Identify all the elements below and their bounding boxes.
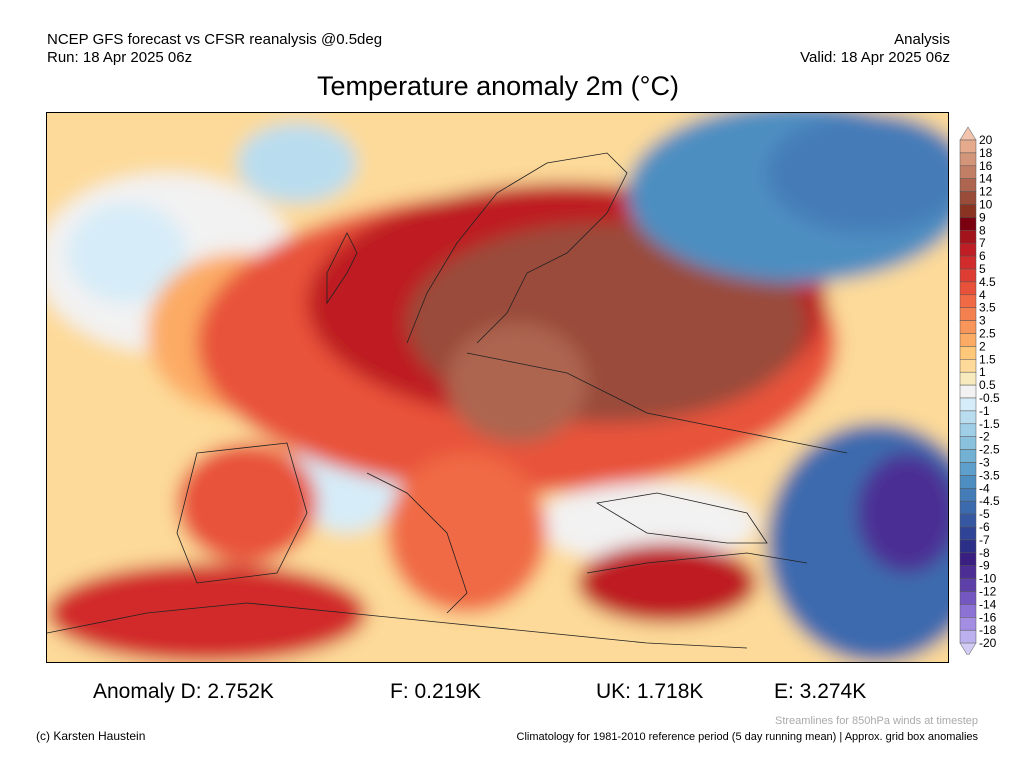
colorbar-tick-label: -4 xyxy=(979,481,990,495)
colorbar-tick-label: 6 xyxy=(979,249,986,263)
colorbar-tick-label: 8 xyxy=(979,223,986,237)
anomaly-field xyxy=(47,113,948,662)
colorbar-bin xyxy=(959,268,977,283)
colorbar-tick-label: -4.5 xyxy=(979,494,1000,508)
coastlines xyxy=(47,152,848,649)
colorbar-bin xyxy=(959,359,977,373)
colorbar-bin xyxy=(959,565,977,579)
colorbar-bin xyxy=(959,604,977,618)
colorbar: 201816141210987654.543.532.521.510.5-0.5… xyxy=(959,126,1000,655)
colorbar-tick-label: -12 xyxy=(979,585,997,599)
colorbar-tick-label: 12 xyxy=(979,185,993,199)
colorbar-bin xyxy=(959,281,977,296)
run-time: Run: 18 Apr 2025 06z xyxy=(47,49,193,66)
colorbar-tick-label: 20 xyxy=(979,133,993,147)
colorbar-bin xyxy=(959,346,977,360)
colorbar-tick-label: -14 xyxy=(979,597,997,611)
colorbar-tick-label: -7 xyxy=(979,533,990,547)
colorbar-top-arrow xyxy=(959,126,977,141)
climatology-note: Climatology for 1981-2010 reference peri… xyxy=(516,731,978,743)
colorbar-bin xyxy=(959,230,977,244)
colorbar-tick-label: 3.5 xyxy=(979,301,996,315)
colorbar-bin xyxy=(959,552,977,566)
colorbar-tick-label: 4.5 xyxy=(979,275,996,289)
product-type: Analysis xyxy=(894,31,950,48)
colorbar-tick-label: -3 xyxy=(979,456,990,470)
colorbar-tick-label: 1.5 xyxy=(979,352,996,366)
anomaly-domain: Anomaly D: 2.752K xyxy=(93,680,274,703)
colorbar-tick-label: -8 xyxy=(979,546,990,560)
colorbar-bin xyxy=(959,617,977,631)
colorbar-tick-label: 2 xyxy=(979,339,986,353)
anomaly-europe: E: 3.274K xyxy=(774,680,867,703)
colorbar-bin xyxy=(959,384,977,399)
colorbar-tick-label: 2.5 xyxy=(979,327,996,341)
colorbar-bin xyxy=(959,526,977,541)
colorbar-tick-label: -9 xyxy=(979,559,990,573)
colorbar-bin xyxy=(959,513,977,528)
colorbar-tick-label: 5 xyxy=(979,262,986,276)
colorbar-bin xyxy=(959,152,977,167)
copyright: (c) Karsten Haustein xyxy=(36,729,146,743)
colorbar-tick-label: 16 xyxy=(979,159,993,173)
colorbar-bin xyxy=(959,410,977,425)
colorbar-tick-label: 4 xyxy=(979,288,986,302)
colorbar-bin xyxy=(959,217,977,231)
anomaly-map xyxy=(46,112,949,663)
colorbar-tick-label: 18 xyxy=(979,146,993,160)
colorbar-tick-label: -0.5 xyxy=(979,391,1000,405)
colorbar-bin xyxy=(959,462,977,476)
colorbar-bin xyxy=(959,294,977,308)
colorbar-bin xyxy=(959,191,977,205)
colorbar-bin xyxy=(959,449,977,463)
colorbar-tick-label: 9 xyxy=(979,210,986,224)
colorbar-bin xyxy=(959,307,977,321)
colorbar-bin xyxy=(959,242,977,257)
colorbar-bin xyxy=(959,578,977,592)
colorbar-tick-label: 14 xyxy=(979,172,993,186)
colorbar-tick-label: 10 xyxy=(979,198,993,212)
colorbar-tick-label: -1.5 xyxy=(979,417,1000,431)
colorbar-bin xyxy=(959,165,977,179)
streamlines-note: Streamlines for 850hPa winds at timestep xyxy=(775,715,978,727)
colorbar-bin xyxy=(959,320,977,334)
colorbar-tick-label: -1 xyxy=(979,404,990,418)
colorbar-bin xyxy=(959,488,977,502)
colorbar-bin xyxy=(959,178,977,192)
colorbar-bottom-arrow xyxy=(959,642,977,655)
colorbar-tick-label: -3.5 xyxy=(979,468,1000,482)
valid-time: Valid: 18 Apr 2025 06z xyxy=(800,49,950,66)
colorbar-bin xyxy=(959,255,977,270)
colorbar-bin xyxy=(959,475,977,489)
colorbar-tick-label: -10 xyxy=(979,572,997,586)
colorbar-tick-label: -2.5 xyxy=(979,443,1000,457)
colorbar-bin xyxy=(959,436,977,450)
colorbar-tick-label: -18 xyxy=(979,623,997,637)
colorbar-bin xyxy=(959,139,977,154)
colorbar-tick-label: -5 xyxy=(979,507,990,521)
colorbar-bin xyxy=(959,500,977,515)
colorbar-bin xyxy=(959,629,977,644)
colorbar-bin xyxy=(959,371,977,386)
map-title: Temperature anomaly 2m (°C) xyxy=(317,71,679,101)
colorbar-tick-label: -6 xyxy=(979,520,990,534)
colorbar-tick-label: -16 xyxy=(979,610,997,624)
colorbar-tick-label: -20 xyxy=(979,636,997,650)
colorbar-bin xyxy=(959,333,977,347)
colorbar-tick-label: 0.5 xyxy=(979,378,996,392)
colorbar-bin xyxy=(959,539,977,554)
colorbar-bin xyxy=(959,591,977,605)
colorbar-tick-label: 1 xyxy=(979,365,986,379)
colorbar-tick-label: -2 xyxy=(979,430,990,444)
colorbar-tick-label: 7 xyxy=(979,236,986,250)
colorbar-bin xyxy=(959,423,977,437)
colorbar-bin xyxy=(959,397,977,412)
colorbar-tick-label: 3 xyxy=(979,314,986,328)
colorbar-bin xyxy=(959,204,977,218)
anomaly-uk: UK: 1.718K xyxy=(596,680,704,703)
anomaly-france: F: 0.219K xyxy=(390,680,482,703)
model-label: NCEP GFS forecast vs CFSR reanalysis @0.… xyxy=(47,31,383,48)
